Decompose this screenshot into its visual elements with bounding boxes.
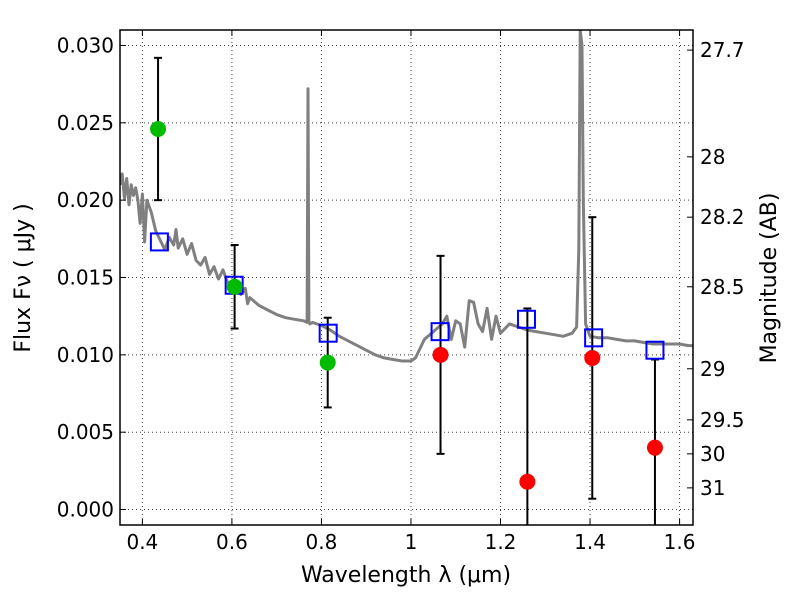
observed-point (432, 346, 449, 363)
right-tick-label: 28.5 (700, 275, 745, 299)
grid-lines (120, 30, 693, 525)
y-tick-label: 0.020 (57, 188, 114, 212)
model-points (149, 232, 665, 360)
y-axis-label: Flux Fν ( μJy ) (11, 203, 36, 352)
model-point (584, 328, 604, 348)
y-tick-label: 0.015 (57, 266, 114, 290)
x-tick-label: 1.4 (574, 530, 606, 554)
spectrum-series (120, 30, 693, 363)
x-axis-label: Wavelength λ (μm) (301, 563, 511, 588)
y-tick-label: 0.000 (57, 498, 114, 522)
model-point (318, 323, 338, 343)
observed-point (584, 349, 601, 366)
observed-point (150, 121, 167, 137)
spectrum-line (120, 30, 693, 363)
model-point (645, 340, 665, 360)
right-tick-label: 31 (700, 476, 725, 500)
right-tick-label: 29 (700, 357, 725, 381)
model-point (149, 232, 169, 252)
model-point (516, 309, 536, 329)
observed-points (150, 121, 663, 490)
y-axis-ticks: 0.000 0.005 0.010 0.015 0.020 0.025 0.030 (57, 33, 126, 522)
x-tick-label: 1.6 (664, 530, 696, 554)
observed-point (226, 278, 243, 295)
y-tick-label: 0.005 (57, 420, 114, 444)
right-tick-label: 30 (700, 442, 725, 466)
observed-point (319, 354, 336, 371)
observed-point (646, 439, 663, 456)
right-tick-label: 28.2 (700, 205, 745, 229)
y-tick-label: 0.025 (57, 111, 114, 135)
x-tick-label: 0.4 (126, 530, 158, 554)
y-tick-label: 0.010 (57, 343, 114, 367)
model-point (430, 322, 450, 342)
right-tick-label: 28 (700, 145, 725, 169)
right-axis-ticks: 27.7 28 28.2 28.5 29 29.5 30 31 (687, 38, 745, 500)
right-axis-label: Magnitude (AB) (757, 193, 782, 364)
observed-point (519, 473, 536, 490)
x-tick-label: 1 (405, 530, 418, 554)
right-tick-label: 29.5 (700, 408, 745, 432)
x-tick-label: 0.6 (216, 530, 248, 554)
x-tick-label: 0.8 (306, 530, 338, 554)
plot-frame (119, 29, 694, 526)
right-tick-label: 27.7 (700, 38, 745, 62)
y-tick-label: 0.030 (57, 33, 114, 57)
x-axis-ticks: 0.4 0.6 0.8 1 1.2 1.4 1.6 (126, 30, 695, 554)
x-tick-label: 1.2 (485, 530, 517, 554)
